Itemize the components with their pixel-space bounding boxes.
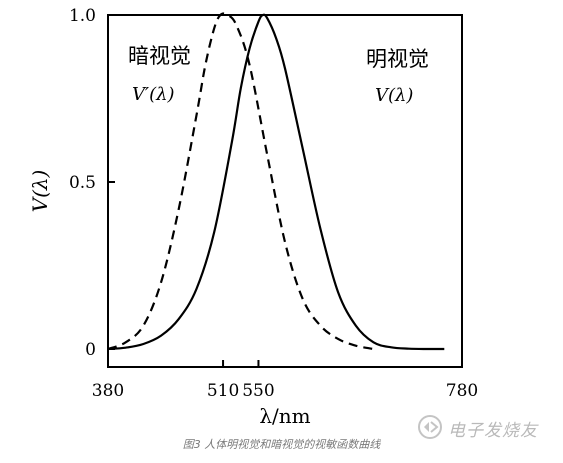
y-tick-labels: 0 0.5 1.0: [69, 6, 96, 360]
watermark: 电子发烧友: [416, 413, 556, 441]
scotopic-formula: V′(λ): [132, 84, 175, 105]
x-tick-label-3: 780: [446, 381, 478, 401]
x-axis-title: λ/nm: [259, 404, 310, 428]
watermark-logo-icon: [418, 415, 442, 439]
photopic-label: 明视觉: [366, 47, 429, 71]
watermark-text: 电子发烧友: [448, 421, 538, 441]
x-tick-label-1: 510: [207, 381, 239, 401]
x-tick-label-0: 380: [92, 381, 124, 401]
y-tick-marks: [108, 14, 115, 350]
photopic-curve: [107, 13, 445, 351]
y-axis-title: V(λ): [28, 170, 52, 213]
y-tick-label-2: 1.0: [69, 6, 96, 26]
scotopic-label: 暗视觉: [128, 44, 191, 68]
photopic-formula: V(λ): [375, 85, 413, 106]
scotopic-curve: [107, 12, 374, 351]
figure-caption: 图3 人体明视觉和暗视觉的视敏函数曲线: [182, 438, 381, 451]
x-tick-label-2: 550: [242, 381, 274, 401]
x-tick-labels: 380 510 550 780: [92, 381, 478, 401]
series-lines: [107, 12, 445, 351]
plot-frame: [107, 14, 463, 368]
y-tick-label-1: 0.5: [69, 173, 96, 193]
x-tick-marks: [107, 360, 463, 367]
y-tick-label-0: 0: [85, 340, 96, 360]
